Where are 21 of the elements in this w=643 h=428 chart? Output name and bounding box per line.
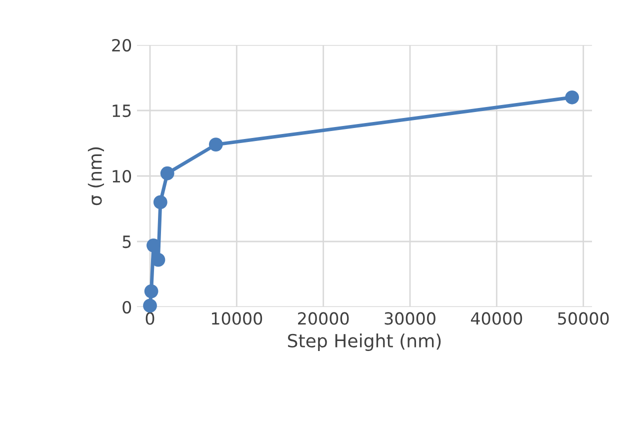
y-axis-title: σ (nm) [88, 147, 104, 206]
point [143, 298, 157, 313]
point [146, 238, 160, 252]
y-tick-label: 0 [122, 300, 132, 314]
x-tick-label: 0 [146, 312, 154, 325]
point [144, 284, 158, 298]
point [160, 166, 174, 180]
point [153, 195, 168, 210]
x-tick-label: 50000 [558, 312, 609, 325]
y-tick-label: 5 [122, 236, 131, 248]
y-tick-label: 10 [112, 170, 132, 183]
x-tick-label: 10000 [212, 312, 262, 325]
y-tick-label: 20 [112, 38, 132, 52]
x-axis-title: Step Height (nm) [288, 334, 441, 352]
point [151, 252, 166, 267]
y-tick-label: 15 [112, 104, 131, 118]
x-tick-label: 30000 [384, 312, 436, 325]
x-tick-label: 20000 [298, 312, 349, 325]
point [565, 90, 580, 104]
point [208, 138, 223, 152]
x-tick-label: 40000 [470, 312, 522, 325]
